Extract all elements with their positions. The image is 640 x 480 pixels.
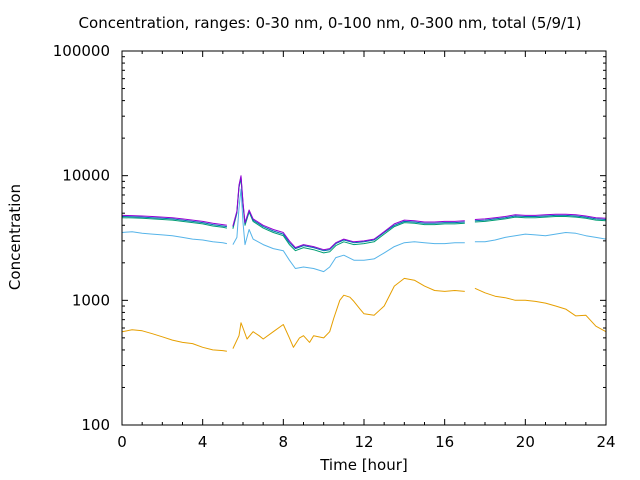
- series-3-line-segment-2: [474, 214, 607, 222]
- series-0-line-segment-1: [232, 277, 465, 349]
- x-axis-label: Time [hour]: [320, 456, 408, 474]
- x-tick-label: 20: [516, 433, 535, 451]
- series-2-line-segment-1: [232, 177, 465, 254]
- series-0-line-segment-0: [121, 329, 227, 352]
- chart-title: Concentration, ranges: 0-30 nm, 0-100 nm…: [78, 14, 582, 32]
- series-1-line-segment-2: [474, 232, 607, 243]
- series-4-line-segment-0: [121, 214, 227, 226]
- x-tick-label: 8: [279, 433, 289, 451]
- y-tick-label: 100000: [53, 42, 110, 60]
- series-4-line-segment-2: [474, 213, 607, 220]
- ticks-layer: 0 4 8 12 16 20 24 100 1000 10000 100000: [53, 42, 616, 451]
- series-layer: [121, 175, 607, 352]
- series-3-line-segment-0: [121, 216, 227, 228]
- x-tick-label: 12: [354, 433, 373, 451]
- x-tick-label: 24: [596, 433, 615, 451]
- y-tick-label: 10000: [62, 167, 110, 185]
- y-tick-label: 100: [81, 416, 110, 434]
- series-2-line-segment-2: [474, 216, 607, 223]
- y-tick-label: 1000: [72, 291, 110, 309]
- x-tick-label: 0: [117, 433, 127, 451]
- series-1-line-segment-1: [232, 188, 465, 273]
- series-1-line-segment-0: [121, 231, 228, 245]
- x-tick-label: 4: [198, 433, 208, 451]
- series-2-line-segment-0: [121, 217, 227, 229]
- series-3-line-segment-1: [232, 176, 465, 252]
- plot-frame: [121, 50, 607, 426]
- x-tick-label: 16: [435, 433, 454, 451]
- series-4-line-segment-1: [232, 175, 465, 251]
- series-0-line-segment-2: [474, 287, 607, 333]
